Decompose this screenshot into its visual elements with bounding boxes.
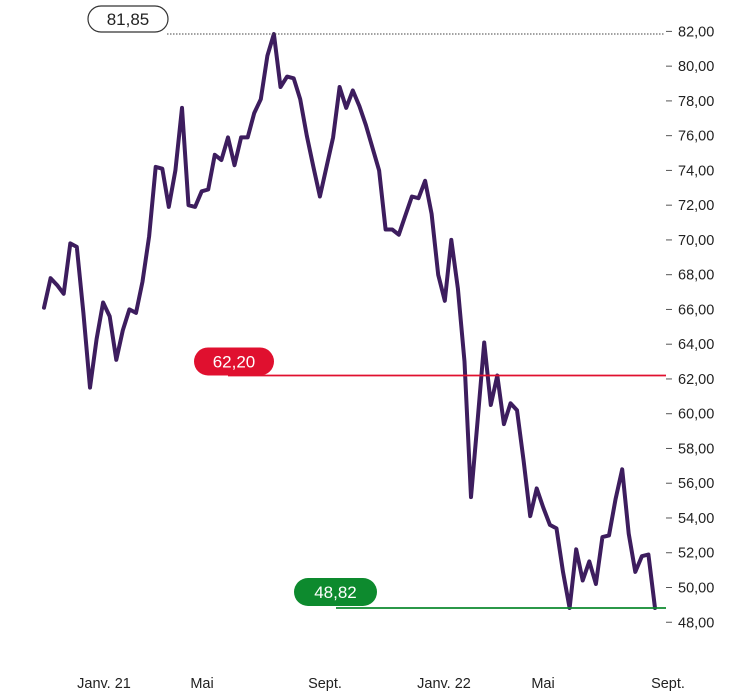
max-value-badge: [87, 5, 169, 33]
x-tick-label: Janv. 22: [417, 676, 471, 692]
y-axis: 82,00 80,00 78,00 76,00 74,00 72,00 70,00 68,00…: [666, 24, 714, 631]
x-tick-label: Mai: [190, 676, 213, 692]
y-tick-label: 70,00: [678, 233, 714, 249]
x-axis: Janv. 21 Mai Sept. Janv. 22 Mai Sept.: [77, 676, 685, 692]
y-tick-label: 56,00: [678, 476, 714, 492]
x-tick-label: Mai: [531, 676, 554, 692]
series-layer: [42, 32, 657, 610]
price-line: [42, 32, 657, 610]
annotations: 81,85 62,20 48,82: [87, 5, 666, 609]
y-tick-label: 54,00: [678, 511, 714, 527]
x-tick-label: Sept.: [308, 676, 342, 692]
y-tick-label: 62,00: [678, 372, 714, 388]
y-tick-label: 76,00: [678, 129, 714, 145]
y-tick-label: 78,00: [678, 94, 714, 110]
red-value-label: 62,20: [213, 352, 256, 371]
y-tick-label: 64,00: [678, 337, 714, 353]
green-value-badge: [294, 578, 377, 606]
x-tick-label: Janv. 21: [77, 676, 131, 692]
y-tick-label: 74,00: [678, 163, 714, 179]
y-tick-label: 60,00: [678, 407, 714, 423]
y-tick-label: 72,00: [678, 198, 714, 214]
y-tick-label: 68,00: [678, 268, 714, 284]
max-value-label: 81,85: [107, 10, 150, 29]
y-tick-label: 58,00: [678, 441, 714, 457]
y-tick-label: 50,00: [678, 580, 714, 596]
y-tick-label: 82,00: [678, 24, 714, 40]
y-tick-label: 52,00: [678, 546, 714, 562]
green-value-label: 48,82: [314, 583, 357, 602]
y-tick-label: 80,00: [678, 59, 714, 75]
y-tick-label: 48,00: [678, 615, 714, 631]
y-tick-label: 66,00: [678, 302, 714, 318]
x-tick-label: Sept.: [651, 676, 685, 692]
red-value-badge: [194, 347, 274, 376]
